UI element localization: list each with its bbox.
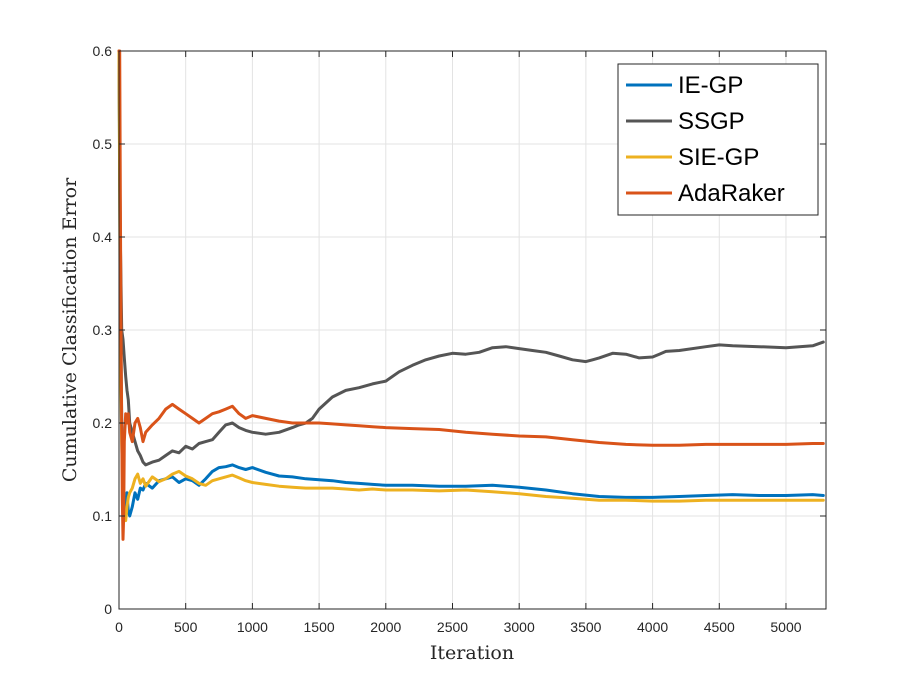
x-axis-label: Iteration xyxy=(430,642,514,664)
x-tick-label: 5000 xyxy=(770,619,801,635)
y-tick-label: 0 xyxy=(104,601,112,617)
series-line-ie-gp xyxy=(117,49,825,518)
legend: IE-GP SSGP SIE-GP AdaRaker xyxy=(617,63,819,216)
legend-label-ssgp: SSGP xyxy=(678,108,745,135)
legend-label-sie-gp: SIE-GP xyxy=(678,144,759,171)
x-tick-label: 1000 xyxy=(237,619,268,635)
x-tick-label: 3500 xyxy=(570,619,601,635)
legend-label-ie-gp: IE-GP xyxy=(678,72,743,99)
y-tick-label: 0.5 xyxy=(93,136,113,152)
x-tick-label: 2500 xyxy=(437,619,468,635)
x-tick-label: 3000 xyxy=(504,619,535,635)
series-lines xyxy=(117,49,825,541)
x-tick-label: 500 xyxy=(174,619,198,635)
x-tick-label: 4500 xyxy=(704,619,735,635)
series-line-ssgp xyxy=(117,49,825,467)
legend-box xyxy=(617,63,819,216)
y-tick-label: 0.3 xyxy=(93,322,113,338)
y-tick-label: 0.6 xyxy=(93,43,113,59)
y-tick-label: 0.4 xyxy=(93,229,113,245)
y-tick-label: 0.2 xyxy=(93,415,113,431)
y-axis-label: Cumulative Classification Error xyxy=(59,177,81,482)
x-tick-label: 0 xyxy=(115,619,123,635)
legend-label-adaraker: AdaRaker xyxy=(678,180,785,207)
x-tick-label: 1500 xyxy=(304,619,335,635)
x-tick-label: 4000 xyxy=(637,619,668,635)
axis-ticks: 0 500 1000 1500 2000 2500 3000 3500 4000 4500 5000… xyxy=(93,43,826,635)
series-line-sie-gp xyxy=(117,49,825,523)
y-tick-label: 0.1 xyxy=(93,508,113,524)
x-tick-label: 2000 xyxy=(370,619,401,635)
series-line-adaraker xyxy=(117,49,825,541)
